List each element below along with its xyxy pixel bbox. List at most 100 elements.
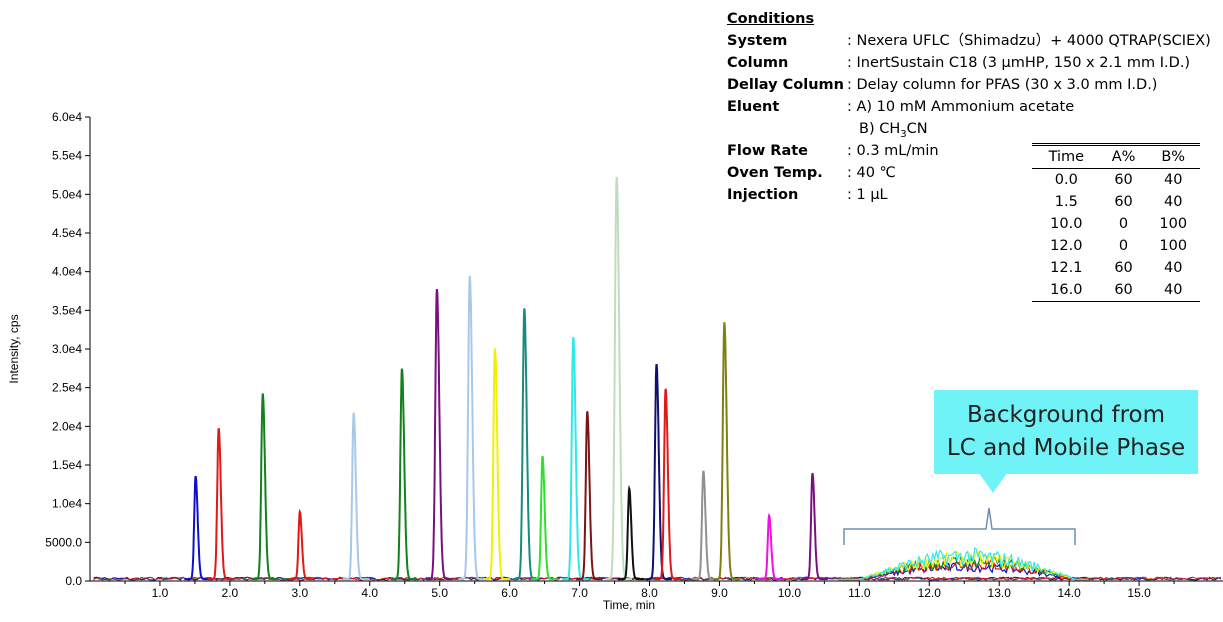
gradient-row: 12.1 60 40	[1032, 257, 1200, 279]
gradient-cell: 100	[1159, 216, 1188, 232]
condition-row-injection: Injection : 1 μL	[727, 184, 1211, 206]
callout-line-1: Background from	[966, 402, 1166, 428]
background-trace	[838, 546, 1089, 581]
gradient-cell: 40	[1164, 172, 1183, 188]
peak-trace	[207, 428, 234, 581]
gradient-row: 16.0 60 40	[1032, 279, 1200, 302]
gradient-row: 10.0 0 100	[1032, 213, 1200, 235]
gradient-cell: 1.5	[1054, 194, 1078, 210]
gradient-cell: 60	[1114, 282, 1133, 298]
gradient-header: B%	[1146, 144, 1200, 169]
condition-row-oven-temp: Oven Temp. : 40 ℃	[727, 162, 1211, 184]
condition-value: : Nexera UFLC（Shimadzu）+ 4000 QTRAP(SCIE…	[847, 33, 1211, 49]
peak-trace	[618, 484, 645, 581]
x-tick-label: 5.0	[431, 586, 448, 600]
condition-value: : A) 10 mM Ammonium acetate	[847, 99, 1075, 115]
x-tick-label: 7.0	[571, 586, 588, 600]
background-callout: Background from LC and Mobile Phase	[934, 390, 1198, 474]
y-tick-label: 1.0e4	[52, 497, 82, 511]
gradient-header-row: Time A% B%	[1032, 144, 1200, 169]
x-axis-label: Time, min	[603, 598, 655, 612]
peak-trace	[251, 393, 279, 581]
peak-trace	[184, 475, 211, 581]
y-tick-label: 6.0e4	[52, 110, 82, 124]
peak-trace	[531, 455, 558, 581]
eluent-b-subscript: 3	[900, 128, 907, 140]
condition-label: Column	[727, 55, 789, 71]
y-tick-label: 2.5e4	[52, 381, 82, 395]
y-tick-label: 1.5e4	[52, 458, 82, 472]
conditions-panel: Conditions System : Nexera UFLC（Shimadzu…	[727, 8, 1211, 206]
condition-value: : Delay column for PFAS (30 x 3.0 mm I.D…	[847, 77, 1158, 93]
peak-trace	[562, 336, 589, 581]
condition-value: : InertSustain C18 (3 μmHP, 150 x 2.1 mm…	[847, 55, 1191, 71]
peak-trace	[342, 412, 370, 581]
gradient-table: Time A% B% 0.0 60 40 1.5 60 40 10.0 0 100 12.0…	[1032, 143, 1200, 302]
y-tick-label: 5000.0	[45, 535, 82, 549]
x-tick-label: 9.0	[711, 586, 728, 600]
gradient-cell: 0	[1118, 216, 1129, 232]
x-tick-label: 8.0	[641, 586, 658, 600]
gradient-cell: 40	[1164, 194, 1183, 210]
gradient-cell: 60	[1114, 194, 1133, 210]
callout-line-2: LC and Mobile Phase	[946, 435, 1186, 461]
gradient-cell: 40	[1164, 260, 1183, 276]
x-tick-label: 4.0	[361, 586, 378, 600]
peak-trace	[390, 368, 418, 581]
gradient-cell: 60	[1114, 260, 1133, 276]
peak-trace	[757, 512, 785, 581]
x-tick-label: 2.0	[222, 586, 239, 600]
x-tick-label: 12.0	[918, 586, 942, 600]
gradient-cell: 10.0	[1050, 216, 1083, 232]
condition-label: Flow Rate	[727, 143, 808, 159]
gradient-row: 1.5 60 40	[1032, 191, 1200, 213]
gradient-cell: 16.0	[1050, 282, 1083, 298]
condition-row-column: Column : InertSustain C18 (3 μmHP, 150 x…	[727, 52, 1211, 74]
condition-label: Injection	[727, 187, 799, 203]
condition-row-system: System : Nexera UFLC（Shimadzu）+ 4000 QTR…	[727, 30, 1211, 52]
peak-trace	[425, 288, 453, 581]
condition-row-flow-rate: Flow Rate : 0.3 mL/min	[727, 140, 1211, 162]
gradient-cell: 60	[1114, 172, 1133, 188]
condition-row-eluent: Eluent : A) 10 mM Ammonium acetate	[727, 96, 1211, 118]
y-tick-label: 3.5e4	[52, 303, 82, 317]
peak-trace	[483, 348, 511, 581]
y-tick-label: 0.0	[65, 574, 82, 588]
gradient-cell: 40	[1164, 282, 1183, 298]
condition-label: Oven Temp.	[727, 165, 823, 181]
condition-row-delay-column: Dellay Column : Delay column for PFAS (3…	[727, 74, 1211, 96]
x-tick-label: 11.0	[848, 586, 871, 600]
gradient-row: 0.0 60 40	[1032, 169, 1200, 192]
y-tick-label: 4.5e4	[52, 226, 82, 240]
gradient-header: A%	[1100, 144, 1147, 169]
condition-label: Eluent	[727, 99, 780, 115]
x-tick-label: 1.0	[152, 586, 169, 600]
gradient-header: Time	[1032, 144, 1101, 169]
x-tick-label: 6.0	[501, 586, 518, 600]
peak-trace	[713, 322, 740, 581]
gradient-cell: 100	[1159, 238, 1188, 254]
y-tick-label: 5.5e4	[52, 149, 82, 163]
condition-label: Dellay Column	[727, 77, 844, 93]
peak-trace	[288, 508, 316, 581]
gradient-cell: 12.0	[1050, 238, 1083, 254]
background-trace	[838, 555, 1089, 581]
condition-eluent-b: B) CH3CN	[727, 118, 1211, 140]
gradient-row: 12.0 0 100	[1032, 235, 1200, 257]
gradient-cell: 12.1	[1050, 260, 1083, 276]
x-tick-label: 10.0	[778, 586, 802, 600]
y-tick-label: 5.0e4	[52, 187, 82, 201]
callout-pointer	[979, 473, 1007, 493]
x-tick-label: 15.0	[1127, 586, 1151, 600]
conditions-heading: Conditions	[727, 11, 815, 27]
peak-trace	[605, 176, 632, 581]
condition-label: System	[727, 33, 788, 49]
peak-trace	[801, 472, 828, 581]
background-bracket	[843, 507, 1076, 545]
condition-value: : 1 μL	[847, 187, 888, 203]
y-tick-label: 3.0e4	[52, 342, 82, 356]
peak-trace	[692, 470, 719, 581]
eluent-b-prefix: B) CH	[859, 121, 901, 137]
x-tick-label: 3.0	[291, 586, 308, 600]
